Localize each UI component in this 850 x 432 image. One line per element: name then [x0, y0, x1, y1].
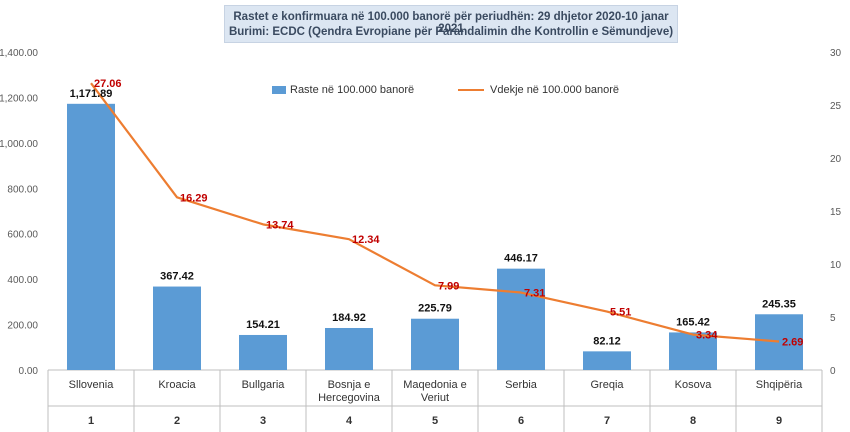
bar-data-label: 225.79 [418, 303, 452, 315]
x-rank-label: 5 [432, 415, 438, 427]
bar [325, 327, 373, 370]
line-data-label: 12.34 [352, 234, 380, 246]
line-data-label: 27.06 [94, 78, 122, 90]
bar [153, 286, 201, 370]
line-data-label: 7.99 [438, 280, 459, 292]
y-left-tick-label: 600.00 [7, 230, 38, 241]
bar [67, 103, 115, 370]
x-rank-label: 2 [174, 415, 180, 427]
bar-data-label: 82.12 [593, 335, 621, 347]
y-left-tick-label: 1,400.00 [0, 48, 38, 59]
x-category-label: Sllovenia [69, 379, 115, 391]
x-rank-label: 8 [690, 415, 696, 427]
line-data-label: 7.31 [524, 288, 545, 300]
bar-data-label: 165.42 [676, 316, 710, 328]
line-data-label: 13.74 [266, 219, 294, 231]
y-right-tick-label: 15 [830, 207, 842, 218]
bar-data-label: 367.42 [160, 271, 194, 283]
line-series-path [90, 82, 780, 343]
legend-line-series: Vdekje në 100.000 banorë [458, 84, 619, 96]
line-data-label: 5.51 [610, 307, 631, 319]
y-right-tick-label: 20 [830, 154, 842, 165]
x-category-label: Serbia [505, 379, 538, 391]
y-right-tick-label: 5 [830, 313, 836, 324]
line-data-label: 16.29 [180, 192, 208, 204]
bar [583, 351, 631, 370]
chart-subtitle: Burimi: ECDC (Qendra Evropiane për Paran… [228, 26, 674, 38]
x-rank-label: 3 [260, 415, 266, 427]
x-category-label: Bosnja e [328, 379, 371, 391]
bar-data-label: 446.17 [504, 253, 538, 265]
y-right-tick-label: 25 [830, 101, 842, 112]
legend-bar-label: Raste në 100.000 banorë [290, 84, 415, 96]
line-data-label: 3.34 [696, 330, 718, 342]
y-right-tick-label: 0 [830, 366, 836, 377]
x-category-label: Veriut [421, 392, 449, 404]
chart-title-box: Rastet e konfirmuara në 100.000 banorë p… [224, 5, 678, 43]
x-category-label: Shqipëria [756, 379, 803, 391]
x-category-label: Kosova [675, 379, 713, 391]
y-left-tick-label: 0.00 [19, 366, 39, 377]
bar [239, 334, 287, 370]
y-left-tick-label: 400.00 [7, 275, 38, 286]
bar-data-label: 184.92 [332, 312, 366, 324]
line-data-label: 2.69 [782, 336, 803, 348]
x-rank-label: 4 [346, 415, 353, 427]
y-right-tick-label: 30 [830, 48, 842, 59]
x-rank-label: 7 [604, 415, 610, 427]
y-left-tick-label: 200.00 [7, 321, 38, 332]
y-left-tick-label: 1,200.00 [0, 93, 38, 104]
legend-line-swatch [458, 89, 484, 92]
x-rank-label: 1 [88, 415, 94, 427]
y-right-tick-label: 10 [830, 260, 842, 271]
bar-data-label: 154.21 [246, 319, 280, 331]
bar-data-label: 1,171.89 [70, 88, 113, 100]
legend-bar-series: Raste në 100.000 banorë [272, 84, 414, 96]
bar [497, 268, 545, 370]
bar [755, 314, 803, 370]
chart-title: Rastet e konfirmuara në 100.000 banorë p… [233, 11, 669, 35]
bar [669, 332, 717, 370]
x-category-label: Greqia [590, 379, 624, 391]
bar-data-label: 245.35 [762, 298, 796, 310]
x-category-label: Hercegovina [318, 392, 381, 404]
legend-line-label: Vdekje në 100.000 banorë [490, 84, 620, 96]
x-category-label: Bullgaria [242, 379, 286, 391]
x-rank-label: 6 [518, 415, 524, 427]
y-left-tick-label: 1,000.00 [0, 139, 38, 150]
x-rank-label: 9 [776, 415, 782, 427]
x-category-label: Kroacia [158, 379, 196, 391]
x-category-label: Maqedonia e [403, 379, 467, 391]
bar [411, 318, 459, 370]
legend-bar-swatch [272, 86, 286, 95]
y-left-tick-label: 800.00 [7, 184, 38, 195]
